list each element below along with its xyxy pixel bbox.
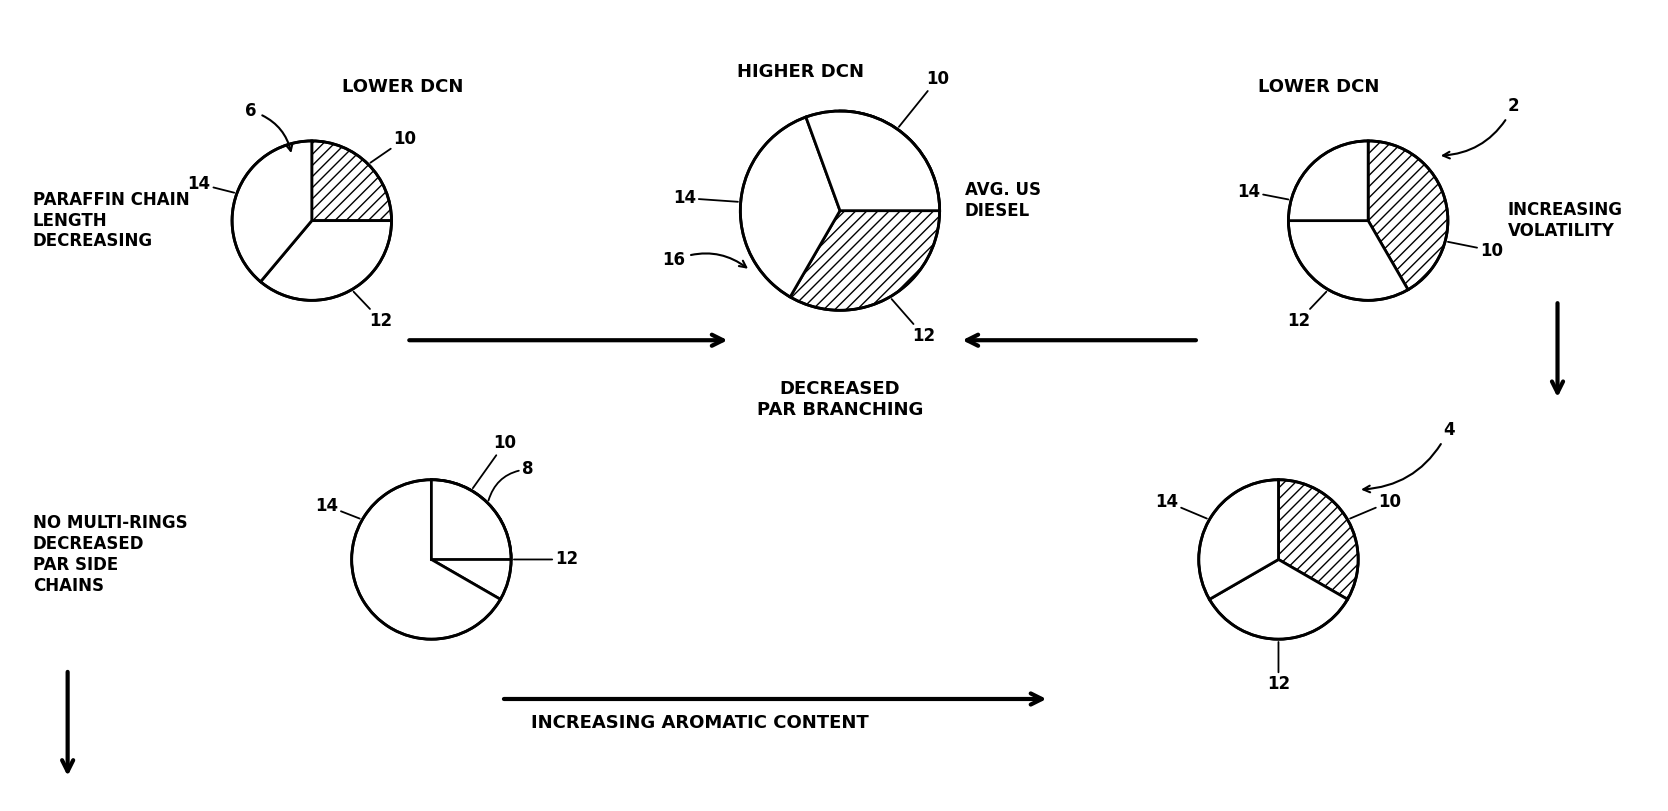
Text: LOWER DCN: LOWER DCN bbox=[342, 78, 464, 96]
Wedge shape bbox=[432, 480, 500, 560]
Wedge shape bbox=[806, 111, 939, 211]
Text: 14: 14 bbox=[1238, 182, 1288, 201]
Text: PARAFFIN CHAIN
LENGTH
DECREASING: PARAFFIN CHAIN LENGTH DECREASING bbox=[33, 191, 190, 251]
Text: 12: 12 bbox=[892, 299, 936, 345]
Text: 14: 14 bbox=[1156, 492, 1208, 518]
Text: 14: 14 bbox=[315, 496, 360, 518]
Wedge shape bbox=[1288, 141, 1368, 221]
Wedge shape bbox=[1278, 480, 1358, 599]
Text: NO MULTI-RINGS
DECREASED
PAR SIDE
CHAINS: NO MULTI-RINGS DECREASED PAR SIDE CHAINS bbox=[33, 514, 187, 594]
Text: 14: 14 bbox=[672, 189, 737, 207]
Text: 16: 16 bbox=[662, 251, 746, 269]
Text: INCREASING
VOLATILITY: INCREASING VOLATILITY bbox=[1508, 201, 1623, 240]
Wedge shape bbox=[741, 117, 841, 297]
Text: 10: 10 bbox=[370, 130, 417, 163]
Text: 12: 12 bbox=[514, 551, 579, 569]
Text: 12: 12 bbox=[354, 292, 392, 330]
Text: HIGHER DCN: HIGHER DCN bbox=[737, 63, 864, 81]
Wedge shape bbox=[312, 141, 392, 221]
Text: 12: 12 bbox=[1288, 292, 1326, 330]
Text: 10: 10 bbox=[1448, 242, 1503, 260]
Text: 8: 8 bbox=[489, 461, 534, 500]
Wedge shape bbox=[432, 520, 510, 599]
Wedge shape bbox=[841, 111, 939, 211]
Text: 4: 4 bbox=[1363, 421, 1454, 492]
Wedge shape bbox=[1209, 560, 1348, 639]
Text: 6: 6 bbox=[245, 102, 292, 151]
Text: DECREASED
PAR BRANCHING: DECREASED PAR BRANCHING bbox=[757, 380, 922, 419]
Wedge shape bbox=[1199, 480, 1278, 599]
Text: 10: 10 bbox=[472, 435, 515, 488]
Wedge shape bbox=[260, 221, 392, 300]
Text: INCREASING AROMATIC CONTENT: INCREASING AROMATIC CONTENT bbox=[530, 714, 869, 732]
Wedge shape bbox=[232, 141, 312, 281]
Text: 2: 2 bbox=[1443, 97, 1520, 158]
Text: 14: 14 bbox=[187, 175, 234, 193]
Text: 12: 12 bbox=[1268, 642, 1289, 693]
Text: AVG. US
DIESEL: AVG. US DIESEL bbox=[964, 182, 1041, 220]
Text: LOWER DCN: LOWER DCN bbox=[1258, 78, 1379, 96]
Wedge shape bbox=[352, 480, 500, 639]
Text: 10: 10 bbox=[899, 71, 949, 127]
Wedge shape bbox=[791, 211, 939, 311]
Wedge shape bbox=[1288, 221, 1408, 300]
Text: 10: 10 bbox=[1349, 492, 1401, 518]
Wedge shape bbox=[432, 480, 510, 560]
Wedge shape bbox=[1368, 141, 1448, 290]
